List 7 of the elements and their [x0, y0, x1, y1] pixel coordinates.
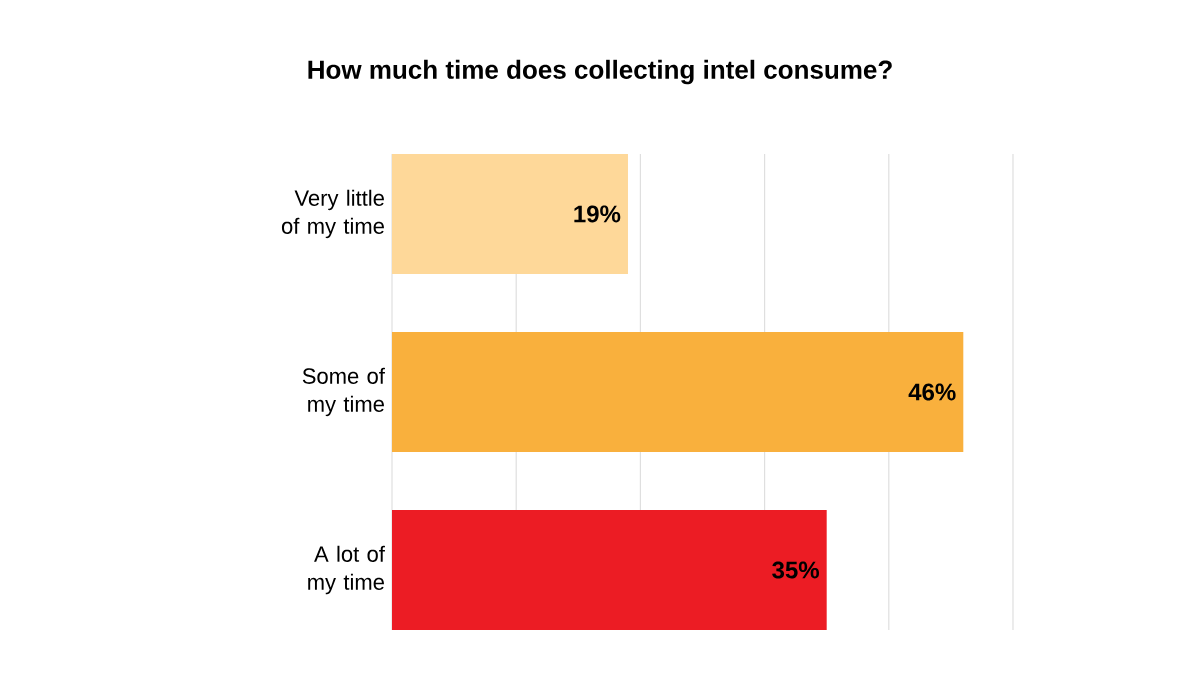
y-tick-label: Very little of my time	[281, 189, 384, 239]
data-label: 35%	[772, 561, 819, 579]
data-label: 19%	[574, 205, 621, 223]
chart-title: How much time does collecting intel consume?	[308, 59, 892, 85]
data-label: 46%	[908, 383, 956, 401]
y-tick-label: Some of my time	[302, 367, 385, 417]
y-tick-label: A lot of my time	[308, 545, 385, 595]
